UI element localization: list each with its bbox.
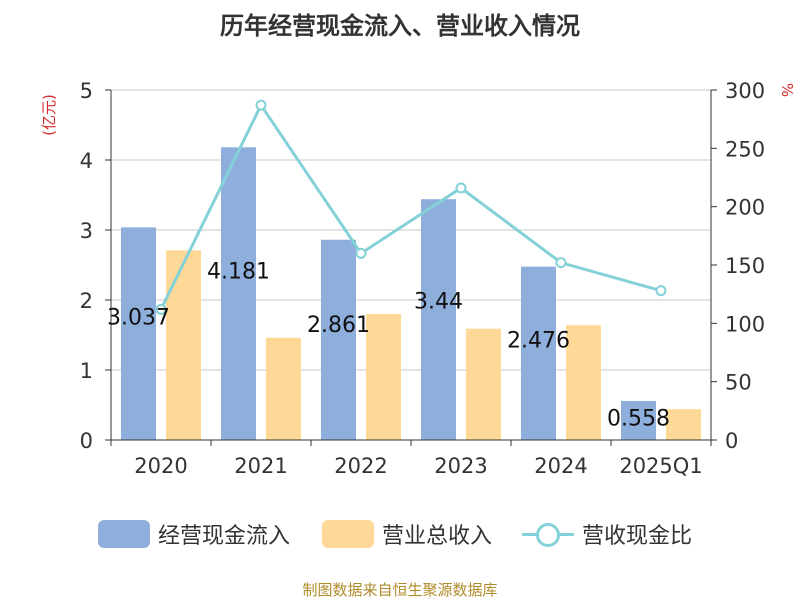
y-left-tick-label: 1 [80, 359, 93, 383]
bar-cash-inflow [621, 400, 656, 440]
legend-item-revenue[interactable]: 营业总收入 [322, 512, 492, 556]
ratio-point [655, 285, 667, 297]
bar-value-label: 3.44 [414, 289, 463, 314]
bar-value-label: 4.181 [207, 259, 270, 284]
y-right-tick-label: 250 [725, 137, 765, 161]
legend-label-cash: 经营现金流入 [158, 524, 291, 549]
legend-label-ratio: 营收现金比 [582, 524, 693, 549]
y-left-unit: (亿元) [40, 94, 58, 136]
bar-value-label: 2.476 [507, 328, 570, 353]
x-tick-label: 2022 [334, 454, 387, 478]
bar-cash-inflow [521, 266, 556, 440]
y-right-tick-label: 0 [725, 429, 738, 453]
ratio-point [555, 257, 567, 269]
y-left-tick-label: 3 [80, 219, 93, 243]
ratio-point [255, 99, 267, 111]
bar-cash-inflow [421, 199, 456, 440]
y-left-tick-label: 2 [80, 289, 93, 313]
source-note: 制图数据来自恒生聚源数据库 [302, 581, 498, 599]
data-labels: 3.037 4.181 2.861 3.44 2.476 0.558 [107, 259, 670, 431]
legend-label-revenue: 营业总收入 [382, 524, 493, 549]
bar-value-label: 3.037 [107, 306, 170, 331]
bar-revenue [666, 409, 701, 440]
bars [121, 147, 701, 440]
legend-item-ratio[interactable]: 营收现金比 [522, 512, 692, 556]
legend: 经营现金流入 营业总收入 营收现金比 [0, 512, 800, 556]
ratio-point [455, 182, 467, 194]
x-tick-label: 2020 [134, 454, 187, 478]
y-right-tick-label: 200 [725, 196, 765, 220]
bar-cash-inflow [221, 147, 256, 440]
legend-swatch-revenue [322, 520, 374, 548]
y-right-unit: % [778, 83, 796, 97]
ratio-line-path [159, 102, 662, 310]
bar-revenue [566, 325, 601, 440]
y-right-tick-label: 100 [725, 312, 765, 336]
bar-revenue [166, 250, 201, 440]
y-right-tick-label: 300 [725, 79, 765, 103]
bar-value-label: 0.558 [607, 406, 670, 431]
y-right-tick-label: 150 [725, 254, 765, 278]
y-left-tick-label: 0 [80, 429, 93, 453]
bar-revenue [266, 337, 301, 440]
legend-item-cash[interactable]: 经营现金流入 [98, 512, 290, 556]
bar-revenue [366, 314, 401, 440]
legend-swatch-ratio [522, 520, 574, 548]
legend-swatch-cash [98, 520, 150, 548]
x-tick-label: 2023 [434, 454, 487, 478]
ratio-point [355, 247, 367, 259]
y-right-tick-label: 50 [725, 371, 752, 395]
y-left-tick-label: 5 [80, 79, 93, 103]
x-tick-label: 2024 [534, 454, 587, 478]
bar-value-label: 2.861 [307, 313, 370, 338]
y-left-tick-label: 4 [80, 149, 93, 173]
x-tick-label: 2025Q1 [619, 454, 702, 478]
bar-revenue [466, 328, 501, 440]
chart-title: 历年经营现金流入、营业收入情况 [220, 12, 580, 40]
bar-cash-inflow [321, 239, 356, 440]
bar-cash-inflow [121, 227, 156, 440]
ratio-point [155, 303, 167, 315]
x-tick-label: 2021 [234, 454, 287, 478]
ratio-line [155, 99, 667, 315]
